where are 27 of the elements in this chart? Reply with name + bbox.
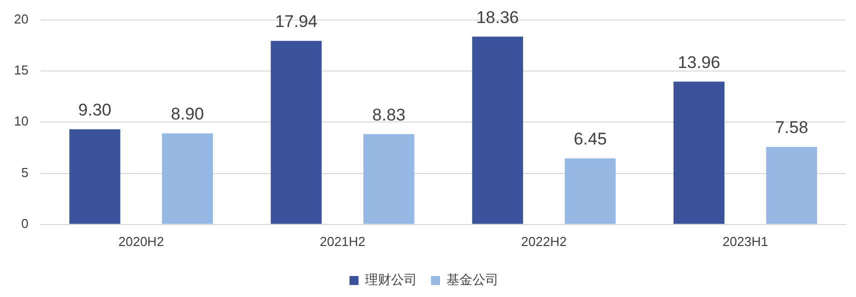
bar	[270, 40, 322, 224]
legend-label: 基金公司	[446, 272, 498, 288]
bar	[564, 158, 616, 224]
bar	[69, 129, 120, 224]
data-label: 6.45	[574, 130, 607, 149]
y-tick-label: 15	[14, 62, 28, 78]
data-label: 17.94	[274, 12, 318, 32]
data-label: 13.96	[678, 52, 720, 72]
data-label: 8.83	[372, 105, 406, 124]
data-label: 7.58	[775, 118, 808, 138]
bar	[766, 146, 818, 224]
x-tick-label: 2020H2	[118, 234, 164, 249]
y-tick-label: 5	[21, 164, 28, 180]
y-tick-label: 10	[14, 114, 28, 129]
data-label: 9.30	[78, 100, 112, 120]
x-tick-label: 2021H2	[320, 234, 366, 249]
x-tick-label: 2022H2	[521, 234, 567, 249]
data-label: 18.36	[476, 8, 519, 27]
y-tick-label: 20	[14, 11, 28, 26]
bar	[674, 82, 724, 224]
data-label: 8.90	[170, 104, 204, 124]
bar	[162, 133, 213, 224]
legend-label: 理财公司	[365, 272, 417, 288]
bar	[363, 134, 414, 224]
y-tick-label: 0	[21, 216, 28, 231]
bar	[472, 36, 524, 224]
x-tick-label: 2023H1	[722, 234, 768, 249]
